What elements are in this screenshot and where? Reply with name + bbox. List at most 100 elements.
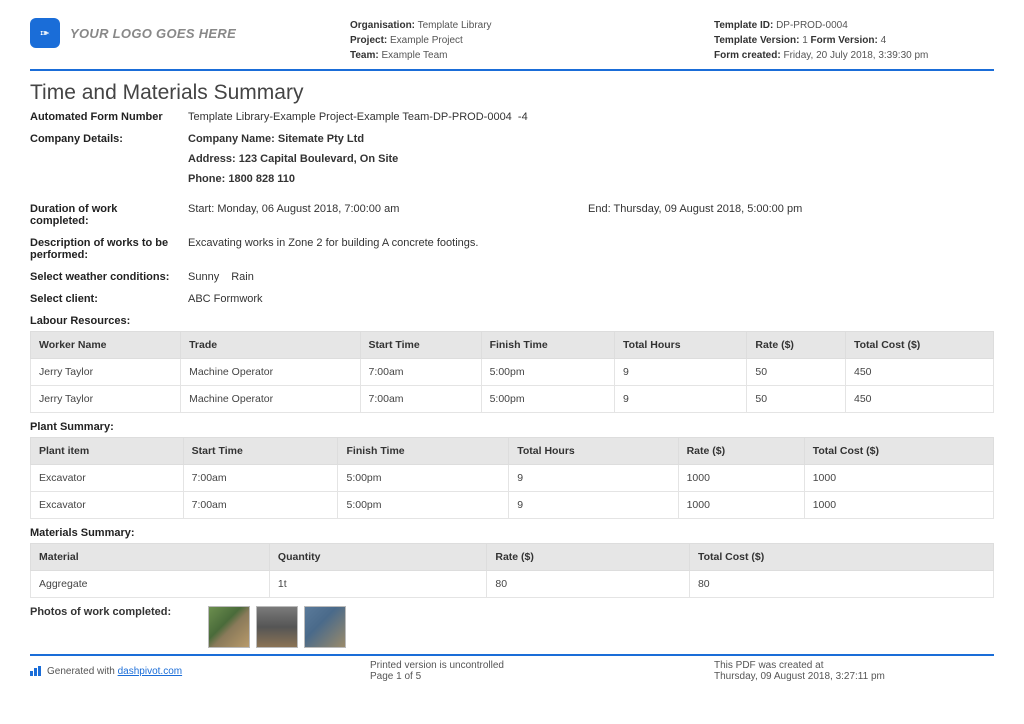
table-cell: 7:00am (360, 359, 481, 386)
form-version-label: Form Version: (811, 35, 878, 46)
plant-col-4: Rate ($) (678, 438, 804, 465)
materials-col-2: Rate ($) (487, 544, 690, 571)
table-row: Excavator7:00am5:00pm910001000 (31, 492, 994, 519)
logo-icon (30, 18, 60, 48)
plant-col-5: Total Cost ($) (804, 438, 993, 465)
field-weather: Select weather conditions: Sunny Rain (30, 271, 994, 283)
plant-col-1: Start Time (183, 438, 338, 465)
form-created-value: Friday, 20 July 2018, 3:39:30 pm (783, 50, 928, 61)
plant-table: Plant item Start Time Finish Time Total … (30, 437, 994, 519)
description-label: Description of works to be performed: (30, 237, 188, 261)
plant-col-2: Finish Time (338, 438, 509, 465)
logo-block: YOUR LOGO GOES HERE (30, 18, 350, 48)
table-cell: Machine Operator (181, 386, 360, 413)
materials-col-0: Material (31, 544, 270, 571)
table-cell: 450 (846, 359, 994, 386)
table-cell: 80 (487, 571, 690, 598)
table-cell: 5:00pm (481, 386, 614, 413)
labour-col-1: Trade (181, 332, 360, 359)
table-row: Excavator7:00am5:00pm910001000 (31, 465, 994, 492)
table-cell: Jerry Taylor (31, 359, 181, 386)
logo-placeholder-text: YOUR LOGO GOES HERE (70, 26, 236, 41)
template-version-label: Template Version: (714, 35, 799, 46)
document-header: YOUR LOGO GOES HERE Organisation: Templa… (30, 18, 994, 71)
plant-col-0: Plant item (31, 438, 184, 465)
footer-page: Page 1 of 5 (370, 671, 714, 682)
table-cell: Machine Operator (181, 359, 360, 386)
field-duration: Duration of work completed: Start: Monda… (30, 203, 994, 227)
form-created-label: Form created: (714, 50, 781, 61)
footer-right: This PDF was created at Thursday, 09 Aug… (714, 660, 994, 682)
plant-section-label: Plant Summary: (30, 421, 994, 433)
form-version-value: 4 (881, 35, 887, 46)
table-cell: 7:00am (183, 492, 338, 519)
org-value: Template Library (418, 20, 492, 31)
labour-col-3: Finish Time (481, 332, 614, 359)
footer-generated-prefix: Generated with (47, 666, 118, 677)
materials-table: Material Quantity Rate ($) Total Cost ($… (30, 543, 994, 598)
team-value: Example Team (382, 50, 448, 61)
footer-created-label: This PDF was created at (714, 660, 994, 671)
table-cell: 1t (269, 571, 486, 598)
project-value: Example Project (390, 35, 463, 46)
document-footer: Generated with dashpivot.com Printed ver… (30, 654, 994, 682)
photos-label: Photos of work completed: (30, 606, 188, 618)
meta-center: Organisation: Template Library Project: … (350, 18, 714, 63)
page-title: Time and Materials Summary (30, 81, 994, 105)
materials-col-3: Total Cost ($) (689, 544, 993, 571)
table-cell: 7:00am (183, 465, 338, 492)
plant-col-3: Total Hours (509, 438, 678, 465)
table-cell: Excavator (31, 492, 184, 519)
labour-col-4: Total Hours (615, 332, 747, 359)
meta-right: Template ID: DP-PROD-0004 Template Versi… (714, 18, 994, 63)
table-row: Jerry TaylorMachine Operator7:00am5:00pm… (31, 359, 994, 386)
footer-link[interactable]: dashpivot.com (118, 666, 182, 677)
weather-rain: Rain (231, 271, 254, 283)
team-label: Team: (350, 50, 379, 61)
dashpivot-icon (30, 666, 41, 676)
weather-sunny: Sunny (188, 271, 219, 283)
table-cell: 5:00pm (338, 492, 509, 519)
table-cell: 5:00pm (481, 359, 614, 386)
footer-uncontrolled: Printed version is uncontrolled (370, 660, 714, 671)
duration-label: Duration of work completed: (30, 203, 188, 227)
labour-table: Worker Name Trade Start Time Finish Time… (30, 331, 994, 413)
table-row: Aggregate1t8080 (31, 571, 994, 598)
company-phone: Phone: 1800 828 110 (188, 173, 994, 185)
labour-col-5: Rate ($) (747, 332, 846, 359)
labour-col-2: Start Time (360, 332, 481, 359)
table-cell: 5:00pm (338, 465, 509, 492)
field-client: Select client: ABC Formwork (30, 293, 994, 305)
client-label: Select client: (30, 293, 188, 305)
labour-col-6: Total Cost ($) (846, 332, 994, 359)
labour-section-label: Labour Resources: (30, 315, 994, 327)
table-cell: 9 (509, 492, 678, 519)
labour-col-0: Worker Name (31, 332, 181, 359)
client-value: ABC Formwork (188, 293, 994, 305)
field-company-details: Company Details: Company Name: Sitemate … (30, 133, 994, 193)
form-number-value: Template Library-Example Project-Example… (188, 111, 994, 123)
photo-thumbnails (208, 606, 346, 648)
table-cell: 1000 (804, 465, 993, 492)
table-cell: 450 (846, 386, 994, 413)
project-label: Project: (350, 35, 387, 46)
table-cell: 80 (689, 571, 993, 598)
photo-thumb-3 (304, 606, 346, 648)
template-version-value: 1 (802, 35, 808, 46)
footer-center: Printed version is uncontrolled Page 1 o… (370, 660, 714, 682)
table-cell: 9 (509, 465, 678, 492)
table-cell: 9 (615, 359, 747, 386)
table-cell: 50 (747, 359, 846, 386)
company-name: Company Name: Sitemate Pty Ltd (188, 133, 994, 145)
materials-col-1: Quantity (269, 544, 486, 571)
company-details-value: Company Name: Sitemate Pty Ltd Address: … (188, 133, 994, 193)
table-cell: 7:00am (360, 386, 481, 413)
materials-section-label: Materials Summary: (30, 527, 994, 539)
duration-value: Start: Monday, 06 August 2018, 7:00:00 a… (188, 203, 994, 227)
table-cell: 1000 (804, 492, 993, 519)
weather-label: Select weather conditions: (30, 271, 188, 283)
company-address: Address: 123 Capital Boulevard, On Site (188, 153, 994, 165)
description-value: Excavating works in Zone 2 for building … (188, 237, 994, 261)
template-id-value: DP-PROD-0004 (776, 20, 848, 31)
duration-end: End: Thursday, 09 August 2018, 5:00:00 p… (588, 203, 994, 227)
